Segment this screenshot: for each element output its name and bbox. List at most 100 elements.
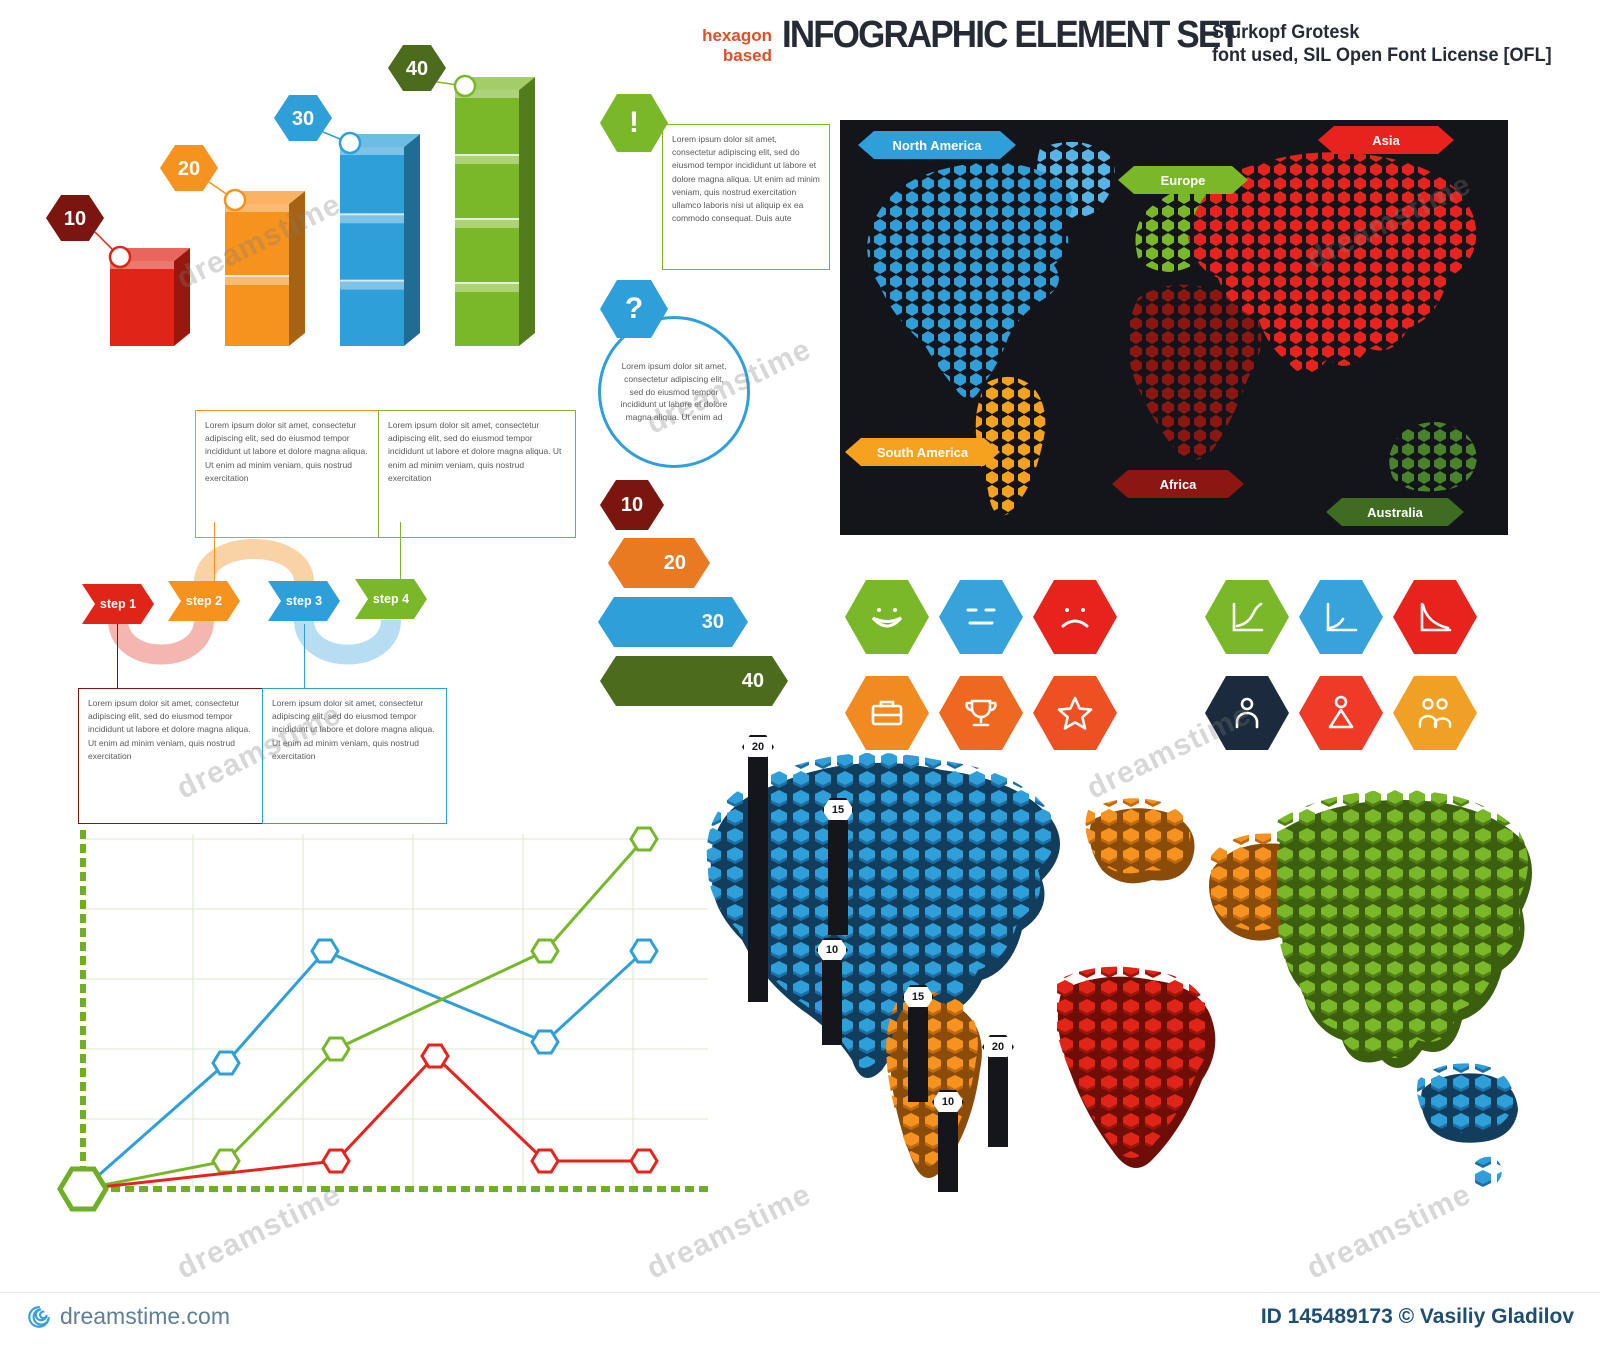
hexagon-marker [629,938,659,964]
step-text-box-maroon: Lorem ipsum dolor sit amet, consectetur … [78,688,263,824]
hexagon-marker [530,938,560,964]
exclamation-icon: ! [600,94,668,152]
hexagon-marker [321,1148,351,1174]
hexagon-marker [530,1148,560,1174]
hexagon-marker [420,1043,450,1069]
smiley-sad-icon [1033,580,1117,654]
level-banner-10: 10 [600,480,664,530]
note-text: Lorem ipsum dolor sit amet, consectetur … [205,420,368,483]
continent-south-america [975,376,1046,516]
map-label-asia: Asia [1318,126,1454,154]
page-title: INFOGRAPHIC ELEMENT SET [782,14,1241,56]
hexagon-marker [211,1050,241,1076]
note-box-exclamation: Lorem ipsum dolor sit amet, consectetur … [662,124,830,270]
note-text: Lorem ipsum dolor sit amet, consectetur … [388,420,562,483]
map-label-africa: Africa [1112,470,1244,498]
note-text: Lorem ipsum dolor sit amet, consectetur … [88,698,251,761]
continent-africa [1127,284,1262,460]
hexagon-marker [321,1036,351,1062]
bar-chart-3d: 10 20 30 40 [46,45,535,346]
pre-title-line1: hexagon [702,26,772,45]
map-value-label: 10 [816,938,848,962]
iso-continent-asia [1273,790,1532,1068]
chart-decline-icon [1393,580,1477,654]
connector-line [400,522,401,580]
chart-growth-icon [1205,580,1289,654]
map-value-bar: 10 [932,1090,964,1192]
hexagon-marker [629,826,659,852]
connector-line [214,522,215,584]
map-label-north-america: North America [858,131,1016,159]
map-value-bar: 15 [822,798,854,935]
step-text-box-orange: Lorem ipsum dolor sit amet, consectetur … [195,410,387,538]
subtitle-line1: Sturkopf Grotesk [1212,22,1360,43]
map-value-label: 15 [822,798,854,822]
watermark-credit-bar: dreamstime.com ID 145489173 © Vasiliy Gl… [0,1292,1600,1340]
page-subtitle: Sturkopf Grotesk font used, SIL Open Fon… [1212,22,1552,68]
iso-map-value-bars: 20 15 10 15 20 10 [680,732,1560,1242]
map-value-bar: 20 [742,735,774,1002]
smiley-happy-icon [845,580,929,654]
dreamstime-logo-icon [28,1305,50,1328]
map-label-south-america: South America [845,438,1000,466]
map-value-bar: 15 [902,985,934,1102]
line-chart [57,826,713,1212]
step-text-box-blue: Lorem ipsum dolor sit amet, consectetur … [262,688,447,824]
map-value-label: 20 [982,1035,1014,1059]
bar-value-label: 10 [64,208,86,230]
line-series-blue [82,949,646,1191]
map-value-bar: 10 [816,938,848,1045]
iso-continent-greenland [1085,798,1195,884]
note-text: Lorem ipsum dolor sit amet, consectetur … [672,134,820,224]
map-value-bar: 20 [982,1035,1014,1147]
step-badge-3: step 3 [268,581,340,621]
map-label-europe: Europe [1118,166,1248,194]
continent-asia [1188,152,1477,375]
iso-continent-australia [1417,1063,1518,1187]
bar-column: 10 [46,195,190,346]
note-circle-question: Lorem ipsum dolor sit amet, consectetur … [598,316,750,468]
continent-australia [1389,422,1477,492]
line-series-red [82,1053,644,1191]
map-value-label: 10 [932,1090,964,1114]
connector-line [304,624,305,688]
bar-value-label: 30 [292,108,314,130]
subtitle-line2: font used, SIL Open Font License [OFL] [1212,44,1552,66]
hexagon-marker [211,1148,241,1174]
world-map-panel: North America Europe Asia South America … [840,120,1508,535]
hexagon-marker [310,938,340,964]
connector-line [117,624,118,688]
bar-value-label: 40 [406,58,428,80]
line-series-green [82,838,646,1191]
level-banner-40: 40 [600,656,788,706]
origin-hexagon [57,1166,109,1212]
step-ribbon [108,539,401,665]
iso-world-map: 20 15 10 15 20 10 [680,732,1560,1242]
continent-north-america [867,162,1073,399]
level-banner-20: 20 [608,538,710,588]
step-text-box-green: Lorem ipsum dolor sit amet, consectetur … [378,410,576,538]
note-text: Lorem ipsum dolor sit amet, consectetur … [620,361,728,423]
pre-title-line2: based [722,45,772,65]
iso-continent-africa [1053,966,1216,1168]
image-credit: ID 145489173 © Vasiliy Gladilov [1260,1304,1574,1328]
note-text: Lorem ipsum dolor sit amet, consectetur … [272,698,435,761]
world-map-hexagon-dots [867,141,1477,516]
bar-column: 20 [160,145,305,346]
hexagon-marker [629,1148,659,1174]
hexagon-marker [530,1029,560,1055]
map-label-australia: Australia [1326,498,1464,526]
pre-title: hexagon based [688,26,772,65]
bar-column: 30 [274,95,420,346]
site-name: dreamstime.com [60,1303,230,1329]
bar-column: 40 [388,45,535,346]
map-value-label: 15 [902,985,934,1009]
site-brand: dreamstime.com [26,1303,230,1330]
iso-continent-north-america [706,752,1060,1078]
chart-axes-icon [1299,580,1383,654]
map-value-label: 20 [742,735,774,759]
smiley-neutral-icon [939,580,1023,654]
bar-value-label: 20 [178,158,200,180]
level-banner-30: 30 [598,597,748,647]
